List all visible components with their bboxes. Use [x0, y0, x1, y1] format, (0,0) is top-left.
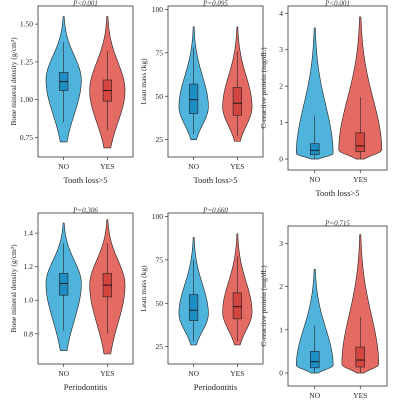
- y-tick-label: 2: [279, 82, 283, 91]
- panel-4: 0.8 1.0 1.2 1.4 NO YES P=0.306 Periodontitis Bon…: [9, 207, 134, 392]
- p-value-title: P<0.001: [72, 0, 98, 8]
- p-value-title: P=0.095: [202, 0, 228, 8]
- panel-3: 0 1 2 3 4 NO YES P<0.001 Tooth loss>5 C-reactive …: [259, 0, 388, 198]
- y-tick-label: 1.0: [24, 296, 34, 305]
- y-tick-label: 4: [279, 9, 283, 18]
- y-axis-label: Bone mineral density (g/cm²): [9, 37, 18, 126]
- y-tick-label: 1.2: [24, 262, 34, 271]
- x-tick-label: YES: [353, 175, 367, 184]
- plot-frame: [287, 5, 388, 171]
- violin-no: [296, 268, 334, 374]
- y-tick-label: 2: [279, 282, 283, 291]
- y-tick-label: 100: [152, 5, 164, 14]
- box-no: [189, 83, 199, 114]
- x-axis-label: Periodontitis: [64, 382, 107, 392]
- y-tick-label: 0: [279, 369, 283, 378]
- x-tick-label: YES: [230, 162, 244, 171]
- x-axis-label: Tooth loss>5: [315, 188, 359, 198]
- y-tick-label: 1.25: [20, 57, 33, 66]
- y-tick-label: 0: [279, 155, 283, 164]
- x-tick-label: YES: [230, 369, 244, 378]
- y-tick-label: 3: [279, 239, 283, 248]
- x-tick-label: NO: [309, 391, 320, 400]
- x-tick-label: NO: [58, 162, 69, 171]
- p-value-title: P=0.660: [202, 207, 228, 215]
- plot-frame: [37, 212, 134, 365]
- box-no: [309, 143, 320, 155]
- x-tick-label: NO: [309, 175, 320, 184]
- y-axis-label: Lean mass (kg): [139, 58, 148, 105]
- y-tick-label: 25: [156, 342, 164, 351]
- y-axis-label: Bone mineral density (g/cm²): [9, 244, 18, 333]
- box-yes: [232, 292, 242, 320]
- plot-frame: [167, 5, 264, 158]
- y-tick-label: 25: [156, 135, 164, 144]
- panel-6: 0123NOYESP=0.715PeriodontitisC-reactive …: [259, 220, 388, 400]
- y-tick-label: 1.00: [20, 95, 33, 104]
- x-tick-label: NO: [188, 162, 199, 171]
- y-tick-label: 1: [279, 325, 283, 334]
- y-tick-label: 50: [156, 299, 164, 308]
- y-tick-label: 0.8: [24, 329, 34, 338]
- y-axis-label: Lean mass (kg): [139, 265, 148, 312]
- x-tick-label: YES: [353, 391, 367, 400]
- x-tick-label: YES: [100, 369, 114, 378]
- y-tick-label: 75: [156, 255, 164, 264]
- y-tick-label: 1.4: [24, 229, 34, 238]
- y-tick-label: 50: [156, 92, 164, 101]
- panel-2: 25 50 75 100 NO YES P=0.095 Tooth loss>5 Lean ma…: [139, 0, 264, 185]
- box-no: [309, 351, 320, 369]
- box-yes: [232, 87, 242, 116]
- box-yes: [355, 132, 366, 153]
- violin-yes: [338, 16, 383, 160]
- p-value-title: P=0.306: [72, 207, 98, 215]
- y-tick-label: 0.75: [20, 133, 33, 142]
- p-value-title: P=0.715: [324, 220, 350, 228]
- x-axis-label: Tooth loss>5: [193, 175, 237, 185]
- y-tick-label: 100: [152, 212, 164, 221]
- plot-frame: [37, 5, 134, 158]
- panel-5: 25 50 75 100 NO YES P=0.660 Periodontitis Lean m…: [139, 207, 264, 392]
- y-tick-label: 75: [156, 48, 164, 57]
- x-axis-label: Periodontitis: [194, 382, 237, 392]
- x-tick-label: NO: [188, 369, 199, 378]
- box-no: [59, 273, 69, 296]
- x-tick-label: NO: [58, 369, 69, 378]
- p-value-title: P<0.001: [324, 0, 350, 8]
- violin-yes: [341, 234, 379, 374]
- x-tick-label: YES: [100, 162, 114, 171]
- plot-frame: [287, 225, 388, 387]
- box-no: [189, 294, 199, 321]
- violin-no: [296, 27, 334, 160]
- y-tick-label: 3: [279, 45, 283, 54]
- panel-1: 0.75 1.00 1.25 1.50 NO YES P<0.001 Tooth loss>5…: [9, 0, 134, 185]
- y-tick-label: 1: [279, 118, 283, 127]
- x-axis-label: Tooth loss>5: [63, 175, 107, 185]
- y-tick-label: 1.50: [20, 20, 33, 29]
- y-axis-label: C-reactive protein (mg/dL): [259, 47, 268, 129]
- plot-frame: [167, 212, 264, 365]
- box-yes: [355, 346, 366, 368]
- y-axis-label: C-reactive protein (mg/dL): [259, 265, 268, 347]
